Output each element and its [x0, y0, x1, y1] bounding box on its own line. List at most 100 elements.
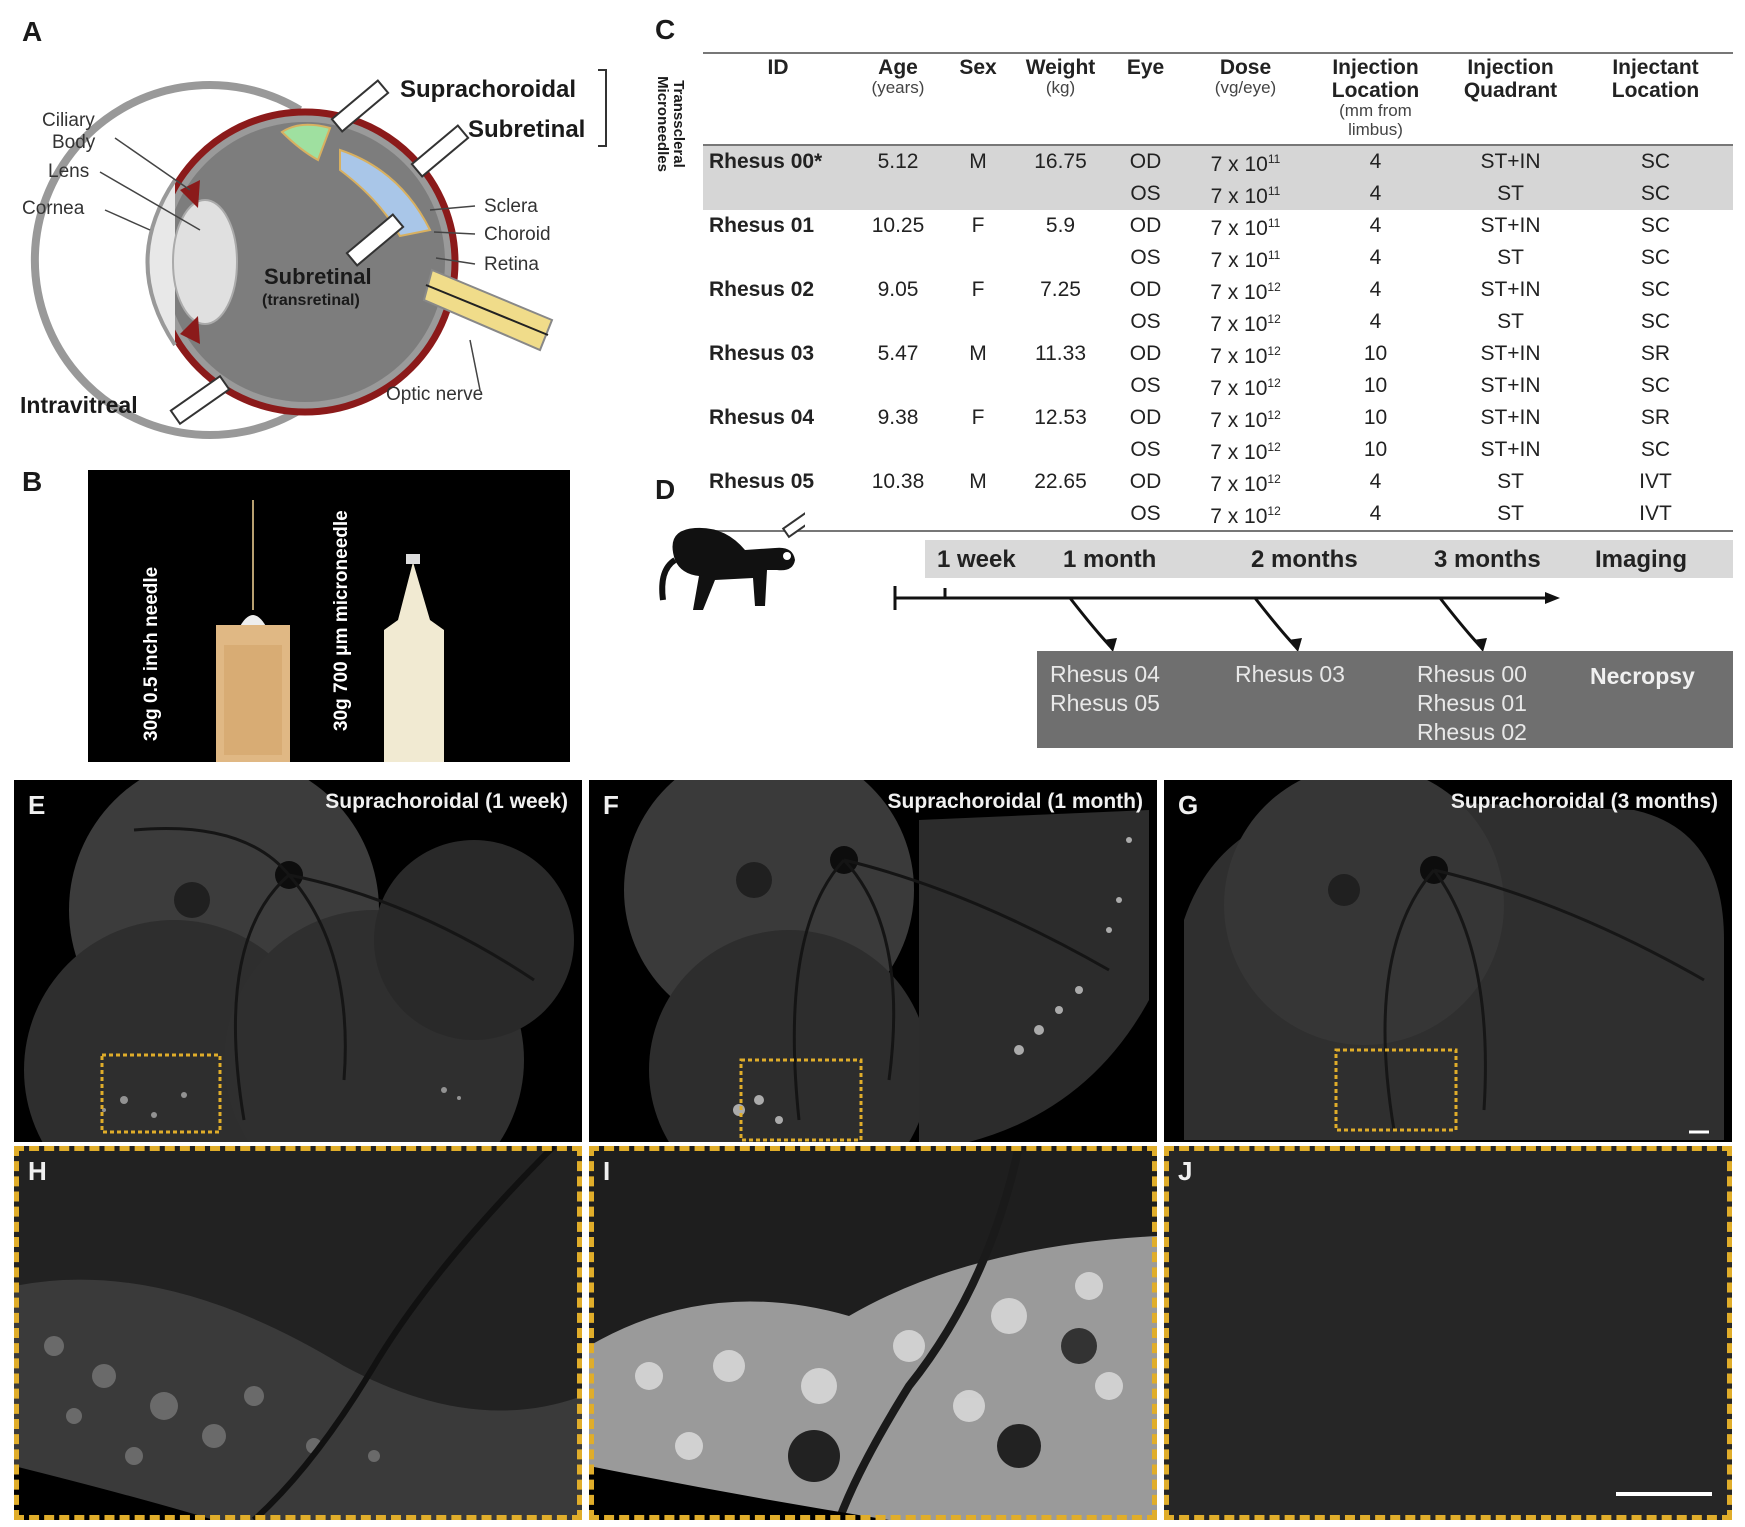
panel-e-title: Suprachoroidal (1 week): [325, 790, 568, 813]
cell-eye: OD: [1129, 214, 1162, 238]
cell-sex: [943, 242, 1013, 274]
cell-sex: M: [943, 144, 1013, 178]
cell-id: Rhesus 00*: [703, 144, 853, 178]
cell-quad: ST: [1443, 177, 1578, 210]
cell-age: 9.38: [877, 406, 919, 430]
cell-sex: F: [971, 278, 985, 302]
header-sex: Sex: [959, 56, 997, 79]
cell-sex: M: [969, 342, 987, 366]
sclera-label: Sclera: [484, 196, 538, 217]
panel-b-needle-photo: 30g 0.5 inch needle 30g 700 μm microneed…: [88, 470, 570, 765]
cell-inj: SR: [1640, 342, 1671, 366]
header-injection-location: Injection Location (mm from limbus): [1331, 56, 1420, 139]
header-eye: Eye: [1126, 56, 1165, 79]
cell-inj: SC: [1640, 310, 1671, 334]
cell-id: Rhesus 02: [709, 278, 815, 302]
panel-g-title: Suprachoroidal (3 months): [1450, 790, 1718, 813]
header-injection-quadrant: Injection Quadrant: [1463, 56, 1558, 103]
optic-nerve-label: Optic nerve: [386, 384, 484, 405]
necropsy-label: Necropsy: [1590, 663, 1695, 689]
table-body: Rhesus 00* 5.12 M 16.75 OD 7 x 1011 4 ST+IN SC OS…: [703, 144, 1733, 531]
panel-g-fundus-3-months: G Suprachoroidal (3 months): [1164, 780, 1732, 1142]
cell-loc: 10: [1363, 374, 1388, 398]
cell-eye: OS: [1130, 310, 1161, 334]
cell-dose: 7 x 1012: [1210, 439, 1281, 464]
table-row: Rhesus 04 9.38 F 12.53 OD 7 x 1012 10 ST+IN SR: [703, 402, 1733, 434]
cell-weight: [1013, 242, 1108, 274]
cell-eye: OS: [1130, 438, 1161, 462]
body-label: Body: [52, 132, 96, 153]
timepoint-2-months: 2 months: [1251, 546, 1358, 573]
panel-label-e: E: [28, 790, 46, 820]
zoom-image-h: [14, 1146, 582, 1520]
panel-h-zoom-1-week: H: [14, 1146, 582, 1520]
choroid-label: Choroid: [484, 224, 551, 245]
cell-eye: OD: [1129, 342, 1162, 366]
panel-label-f: F: [603, 790, 619, 820]
cell-inj: IVT: [1639, 470, 1672, 494]
timepoint-1-month: 1 month: [1063, 546, 1157, 573]
cell-dose: 7 x 1012: [1210, 407, 1281, 432]
cell-age: 10.38: [871, 470, 925, 494]
panel-i-zoom-1-month: I: [589, 1146, 1157, 1520]
cell-sex: M: [969, 470, 987, 494]
cell-quad: ST+IN: [1480, 438, 1541, 462]
cell-eye: OD: [1129, 278, 1162, 302]
cell-dose: 7 x 1011: [1210, 215, 1281, 240]
fundus-image-f: [624, 780, 1149, 1142]
cell-loc: 4: [1369, 246, 1382, 270]
cell-id: Rhesus 05: [709, 470, 815, 494]
cell-loc: 4: [1369, 470, 1382, 494]
table-row: Rhesus 02 9.05 F 7.25 OD 7 x 1012 4 ST+IN SC: [703, 274, 1733, 306]
panel-label-a: A: [22, 16, 43, 47]
header-dose: Dose (vg/eye): [1214, 56, 1277, 98]
cell-weight: 7.25: [1040, 278, 1081, 302]
cell-inj: IVT: [1639, 502, 1672, 526]
panel-label-i: I: [603, 1156, 611, 1186]
cell-weight: 11.33: [1035, 342, 1086, 366]
cell-loc: 10: [1363, 438, 1388, 462]
panel-e-fundus-1-week: E Suprachoroidal (1 week): [14, 780, 582, 1142]
table-row: OS 7 x 1011 4 ST SC: [703, 242, 1733, 274]
cell-loc: 4: [1369, 214, 1382, 238]
table-row: Rhesus 01 10.25 F 5.9 OD 7 x 1011 4 ST+IN SC: [703, 210, 1733, 242]
panel-f-fundus-1-month: F Suprachoroidal (1 month): [589, 780, 1157, 1142]
zoom-image-j: [1164, 1146, 1732, 1520]
lens-label: Lens: [48, 161, 90, 182]
cell-inj: SC: [1578, 177, 1733, 210]
cell-sex: [943, 434, 1013, 466]
panel-label-d: D: [655, 474, 676, 505]
cell-quad: ST: [1497, 470, 1524, 494]
panel-label-c: C: [655, 14, 676, 45]
cell-eye: OS: [1108, 177, 1183, 210]
cell-quad: ST: [1497, 246, 1524, 270]
table-row: Rhesus 03 5.47 M 11.33 OD 7 x 1012 10 ST+IN SR: [703, 338, 1733, 370]
cell-inj: SC: [1640, 278, 1671, 302]
cell-id: Rhesus 04: [709, 406, 815, 430]
cell-weight: [1013, 370, 1108, 402]
cell-sex: [943, 306, 1013, 338]
cell-sex: F: [971, 214, 985, 238]
cell-quad: ST+IN: [1480, 406, 1541, 430]
timepoint-3-months: 3 months: [1434, 546, 1541, 573]
cell-loc: 4: [1308, 177, 1443, 210]
panel-label-j: J: [1178, 1156, 1193, 1186]
cell-eye: OD: [1129, 406, 1162, 430]
suprachoroidal-label: Suprachoroidal: [400, 76, 577, 103]
header-injectant-location: Injectant Location: [1611, 56, 1700, 103]
cell-dose: 7 x 1012: [1210, 471, 1281, 496]
animal-metadata-table: ID Age (years) Sex Weight (kg) Eye Dose (vg…: [703, 52, 1733, 532]
cell-age: [853, 370, 943, 402]
table-row: OS 7 x 1012 10 ST+IN SC: [703, 370, 1733, 402]
cell-eye: OS: [1130, 246, 1161, 270]
cell-eye: OS: [1130, 502, 1161, 526]
cell-age: [853, 177, 943, 210]
cell-id: Rhesus 03: [709, 342, 815, 366]
fundus-image-e: [24, 780, 574, 1142]
cornea-label: Cornea: [22, 198, 85, 219]
panel-j-zoom-3-months: J: [1164, 1146, 1732, 1520]
panel-label-g: G: [1178, 790, 1199, 820]
cell-dose: 7 x 1012: [1210, 503, 1281, 528]
cell-eye: OD: [1108, 144, 1183, 178]
cell-id: [703, 177, 853, 210]
